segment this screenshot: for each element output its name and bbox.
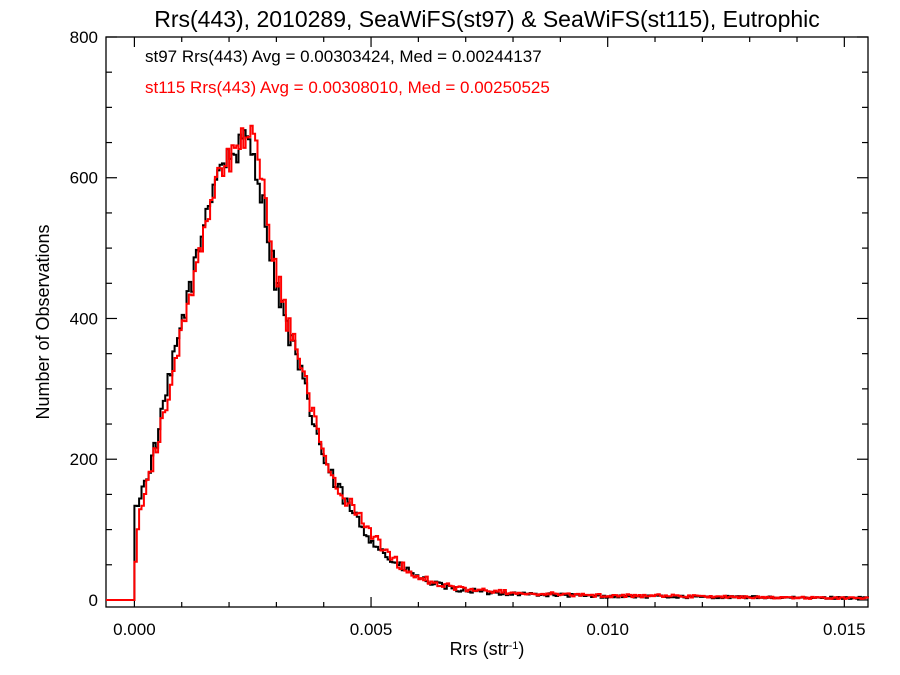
legend-st97-stats: st97 Rrs(443) Avg = 0.00303424, Med = 0.… xyxy=(145,47,542,66)
x-axis-label-main: Rrs (str xyxy=(450,639,509,659)
series-st97-line xyxy=(106,129,869,601)
x-axis-ticks: 0.000 0.005 0.010 0.015 xyxy=(113,37,866,639)
x-tick-label: 0.010 xyxy=(586,620,629,639)
x-axis-label: Rrs (str-1) xyxy=(450,639,525,659)
x-axis-label-end: ) xyxy=(518,639,524,659)
y-axis-ticks: 0 200 400 600 800 xyxy=(70,28,868,610)
y-tick-label: 200 xyxy=(70,450,98,469)
plot-frame xyxy=(105,36,869,608)
y-tick-label: 600 xyxy=(70,169,98,188)
y-tick-label: 400 xyxy=(70,309,98,328)
y-tick-label: 0 xyxy=(89,591,98,610)
x-axis-label-sup: -1 xyxy=(509,640,519,652)
series-layer xyxy=(106,124,869,601)
legend-st115-stats: st115 Rrs(443) Avg = 0.00308010, Med = 0… xyxy=(145,78,550,97)
y-tick-label: 800 xyxy=(70,28,98,47)
x-tick-label: 0.000 xyxy=(113,620,156,639)
series-st115-line xyxy=(106,124,869,601)
x-tick-label: 0.005 xyxy=(350,620,393,639)
x-tick-label: 0.015 xyxy=(823,620,866,639)
chart-title: Rrs(443), 2010289, SeaWiFS(st97) & SeaWi… xyxy=(154,6,820,32)
y-axis-label: Number of Observations xyxy=(33,224,53,419)
